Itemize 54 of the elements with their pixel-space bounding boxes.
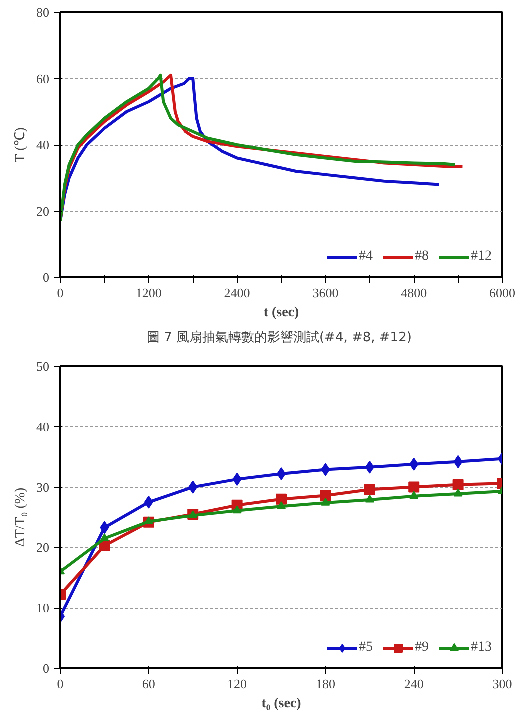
x-tick-label: 6000 [490, 286, 516, 300]
point [452, 479, 464, 490]
y-tick-label: 40 [36, 419, 50, 434]
point [365, 494, 374, 503]
y-tick-label: 80 [36, 5, 50, 20]
x-tick-label: 3600 [312, 286, 339, 300]
x-axis-title: t (sec) [264, 306, 300, 320]
point [454, 455, 463, 468]
point [364, 484, 376, 496]
x-tick-label: 0 [57, 286, 64, 300]
x-tick-label: 2400 [224, 286, 250, 300]
x-tick-label: 240 [404, 676, 424, 692]
legend-label: #8 [415, 249, 430, 265]
point [321, 498, 330, 506]
legend-label: #12 [471, 249, 492, 265]
y-tick-label: 40 [36, 138, 50, 152]
point [100, 521, 110, 534]
point [188, 480, 198, 494]
legend-label: #4 [359, 249, 374, 265]
x-axis-title: t₀ (sec) [262, 696, 302, 712]
y-axis-title: ΔT/T₀ (%) [14, 487, 28, 548]
point [410, 491, 419, 500]
y-tick-label: 50 [36, 359, 50, 374]
legend-label: #5 [359, 640, 374, 656]
legend-label: #9 [415, 640, 430, 656]
y-tick-label: 10 [36, 600, 50, 616]
point [100, 534, 110, 542]
caption: 圖 7 風扇抽氣轉數的影響測試(#4, #8, #12) [146, 330, 412, 346]
y-axis-title: T (℃) [14, 127, 28, 163]
y-tick-label: 0 [43, 270, 50, 285]
point [321, 463, 330, 476]
point [232, 506, 242, 514]
point [320, 490, 332, 502]
y-tick-label: 20 [36, 540, 50, 556]
x-tick-label: 120 [228, 676, 248, 692]
legend-label: #13 [471, 640, 492, 656]
y-tick-label: 60 [36, 71, 50, 86]
point [454, 488, 463, 497]
point [408, 482, 420, 493]
point [232, 472, 242, 486]
x-tick-label: 60 [142, 676, 156, 692]
y-tick-label: 30 [36, 480, 50, 495]
x-tick-label: 180 [316, 676, 336, 692]
point [276, 494, 287, 505]
x-tick-label: 0 [57, 676, 64, 692]
point [365, 460, 374, 474]
point [144, 496, 154, 509]
x-tick-label: 1200 [136, 286, 162, 300]
x-tick-label: 4800 [401, 286, 428, 300]
x-tick-label: 300 [492, 676, 512, 692]
y-tick-label: 20 [36, 204, 50, 219]
y-tick-label: 0 [43, 661, 50, 676]
point [277, 502, 286, 510]
point [410, 458, 419, 471]
